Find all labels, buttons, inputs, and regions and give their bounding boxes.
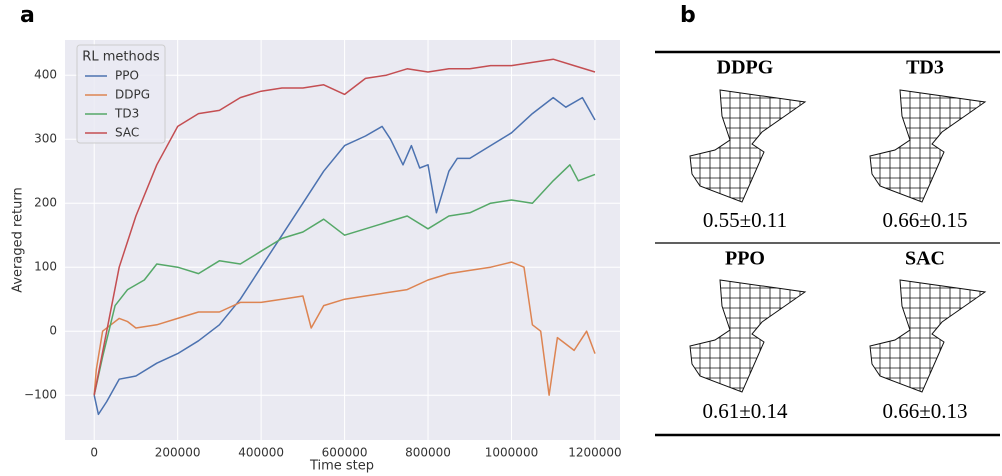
x-tick-label: 200000 — [155, 446, 201, 460]
x-tick-label: 400000 — [238, 446, 284, 460]
method-name: SAC — [905, 248, 945, 270]
y-tick-label: 0 — [49, 324, 57, 338]
legend-title: RL methods — [82, 50, 160, 65]
y-tick-label: 300 — [34, 132, 57, 146]
method-name: TD3 — [906, 57, 944, 79]
quality-score: 0.66±0.13 — [882, 399, 967, 423]
quality-score: 0.61±0.14 — [702, 399, 788, 423]
data-line — [93, 164, 596, 396]
quality-score: 0.55±0.11 — [703, 208, 787, 232]
x-tick-label: 800000 — [405, 446, 451, 460]
mesh-image — [690, 280, 810, 395]
legend-box — [76, 44, 166, 144]
y-tick-label: 400 — [34, 68, 57, 82]
x-tick-label: 0 — [90, 446, 98, 460]
panel-label: a — [20, 3, 35, 28]
y-tick-label: −100 — [24, 388, 57, 402]
mesh-image — [870, 280, 990, 395]
y-tick-label: 100 — [34, 260, 57, 274]
mesh-image — [870, 90, 990, 205]
x-axis-label: Time step — [309, 459, 374, 474]
method-name: DDPG — [717, 57, 774, 79]
x-tick-label: 1200000 — [568, 446, 621, 460]
x-tick-label: 600000 — [322, 446, 368, 460]
data-line — [93, 58, 596, 396]
legend-label: PPO — [115, 69, 139, 83]
data-line — [93, 96, 596, 416]
legend-label: SAC — [115, 126, 139, 140]
mesh-image — [690, 90, 810, 205]
data-line — [93, 261, 596, 396]
y-tick-label: 200 — [34, 196, 57, 210]
quality-score: 0.66±0.15 — [882, 208, 967, 232]
legend-label: TD3 — [114, 107, 139, 121]
legend-label: DDPG — [115, 88, 150, 102]
method-name: PPO — [725, 248, 765, 270]
y-axis-label: Averaged return — [11, 187, 26, 293]
x-tick-label: 1000000 — [485, 446, 538, 460]
panel-label: b — [680, 3, 696, 28]
